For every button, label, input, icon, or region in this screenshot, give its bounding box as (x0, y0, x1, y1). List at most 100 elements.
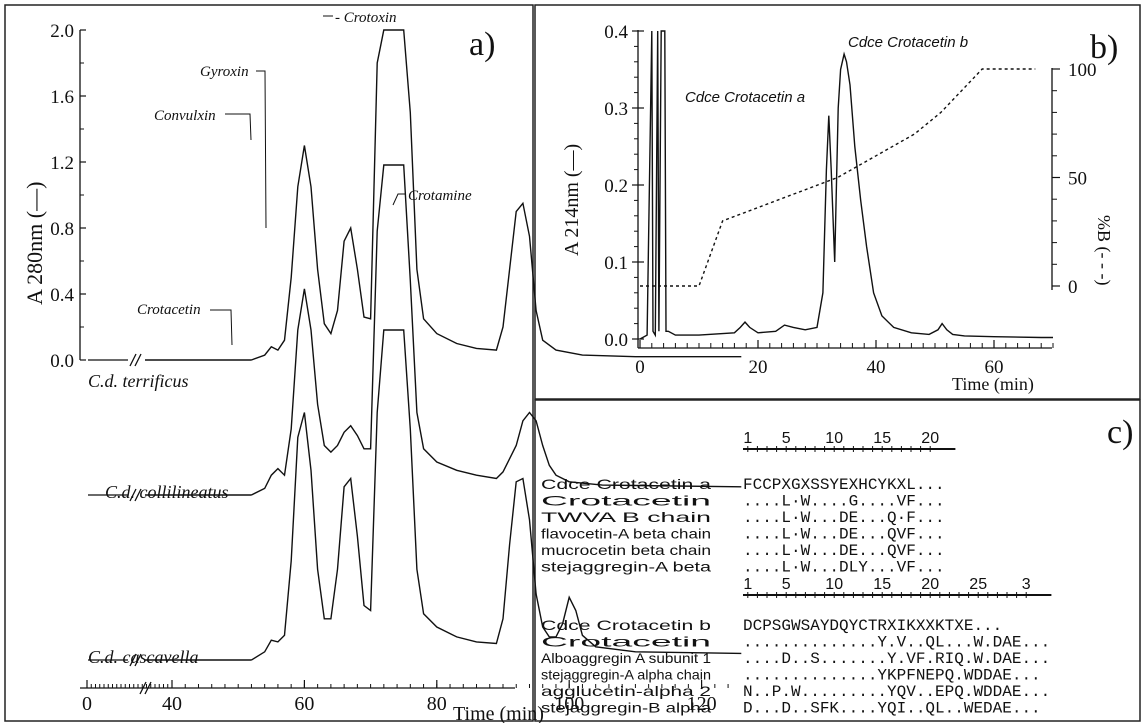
sequence-name: Cdce Crotacetin a (541, 476, 711, 492)
y-tick-label: 1.2 (50, 153, 74, 174)
chromatogram-trace (145, 164, 742, 496)
right-tick-label: 50 (1068, 169, 1087, 190)
ruler-label: 15 (873, 576, 891, 593)
annotation-gyroxin-leader (256, 70, 267, 229)
panel-a-x-ticks: 0 40 60 80 100 120 (82, 680, 729, 715)
annotation-crotacetin: Crotacetin (137, 302, 201, 318)
sequence-name: flavocetin-A beta chain (541, 526, 711, 542)
x-tick-label: 100 (554, 693, 584, 715)
x-tick-label: 40 (162, 693, 182, 715)
ruler-label: 20 (921, 430, 939, 447)
panel-c-alignment: c) 1 5 10 15 20 Cdce Crotacetin a FCCPXGXSSYE… (541, 414, 1133, 718)
panel-c-label: c) (1107, 414, 1133, 451)
panel-b-right-ticks: 0 50 100 (1052, 60, 1097, 298)
y-tick-label: 1.6 (50, 87, 74, 108)
x-axis-break (139, 681, 152, 695)
x-tick-label: 120 (687, 693, 717, 715)
sequence-residues: FCCPXGXSSYEXHCYKXL... (743, 476, 945, 494)
panel-b-chart: 0.0 0.1 0.2 0.3 0.4 0 50 100 0 20 40 60 A 214nm (… (561, 22, 1118, 395)
annotation-crotacetin-a: Cdce Crotacetin a (685, 89, 805, 106)
x-tick-label: 60 (294, 693, 314, 715)
sequence-residues: ....D..S.......Y.VF.RIQ.W.DAE... (743, 650, 1050, 668)
sequence-residues: ....L·W...DLY...VF... (743, 559, 945, 577)
panel-b-right-label: %B (- - -) (1093, 215, 1114, 285)
chromatogram-trace (145, 29, 742, 361)
y-tick-label: 0.0 (50, 351, 74, 372)
sequence-name: stejaggregin-A alpha chain (541, 667, 711, 683)
panel-a-frame (4, 4, 534, 722)
y-tick-label: 0.4 (604, 22, 628, 43)
panel-a-traces (88, 29, 742, 667)
panel-b-frame (534, 4, 1141, 400)
alignment-block-2: Cdce Crotacetin b DCPSGWSAYDQYCTRXIKXXKTX… (541, 617, 1050, 718)
y-tick-label: 0.2 (604, 176, 628, 197)
ruler-label: 20 (921, 576, 939, 593)
ruler-label: 1 (743, 576, 752, 593)
axis-break (129, 353, 142, 367)
y-tick-label: 0.8 (50, 219, 74, 240)
alignment-ruler-2: 1 5 10 15 20 25 3 (743, 576, 1052, 598)
sequence-residues: N..P.W.........YQV..EPQ.WDDAE... (743, 683, 1050, 701)
annotation-crotacetin-leader (210, 309, 233, 346)
panel-b-traces (639, 30, 1053, 340)
panel-a-y-label: A 280nm (—) (22, 182, 47, 305)
sequence-name: Crotacetin (541, 493, 711, 509)
axis-break (129, 653, 142, 667)
axis-break (129, 488, 142, 502)
sequence-name: stejaggregin-A beta (541, 559, 711, 575)
panel-b-x-label: Time (min) (952, 374, 1034, 395)
annotation-crotamine: Crotamine (408, 188, 472, 204)
trace-label-collilineatus: C.d. collilineatus (105, 482, 229, 502)
a214-trace (639, 30, 1053, 340)
percent-b-trace (640, 68, 1036, 287)
panel-a-label: a) (469, 26, 495, 63)
y-tick-label: 0.1 (604, 253, 628, 274)
ruler-label: 25 (969, 576, 987, 593)
x-tick-label: 0 (82, 693, 92, 715)
ruler-label: 5 (782, 430, 791, 447)
right-tick-label: 100 (1068, 60, 1097, 81)
ruler-label: 1 (743, 430, 752, 447)
y-tick-label: 0.0 (604, 330, 628, 351)
alignment-ruler-1: 1 5 10 15 20 (743, 430, 956, 452)
ruler-label: 10 (825, 576, 843, 593)
y-tick-label: 0.3 (604, 99, 628, 120)
sequence-residues: DCPSGWSAYDQYCTRXIKXXKTXE... (743, 617, 1002, 635)
right-tick-label: 0 (1068, 277, 1078, 298)
x-tick-label: 0 (635, 357, 645, 378)
ruler-label: 10 (825, 430, 843, 447)
panel-a-chart: 0.0 0.4 0.8 1.2 1.6 2.0 A 280nm (—) 0 40 60 80 10… (22, 10, 742, 723)
trace-label-cascavella: C.d. cascavella (88, 647, 198, 667)
panel-a-y-ticks: 0.0 0.4 0.8 1.2 1.6 2.0 (50, 21, 86, 372)
panel-c-frame (534, 399, 1141, 722)
y-tick-label: 2.0 (50, 21, 74, 42)
sequence-name: mucrocetin beta chain (541, 542, 711, 558)
x-tick-label: 40 (867, 357, 886, 378)
panel-b-label: b) (1090, 29, 1118, 66)
annotation-convulxin: Convulxin (154, 108, 216, 124)
x-tick-label: 60 (985, 357, 1004, 378)
chromatogram-trace (145, 329, 742, 661)
annotation-crotoxin: - Crotoxin (335, 10, 397, 26)
panel-b-y-label: A 214nm (—) (561, 144, 583, 256)
sequence-residues: ....L·W....G....VF... (743, 493, 945, 511)
sequence-residues: ..............Y.V..QL...W.DAE... (743, 634, 1050, 652)
sequence-name: Alboaggregin A subunit 1 (541, 650, 711, 666)
sequence-name: TWVA B chain (541, 509, 711, 525)
sequence-name: stejaggregin-B alpha (541, 700, 711, 716)
annotation-crotacetin-b: Cdce Crotacetin b (848, 34, 968, 51)
annotation-crotamine-leader (392, 193, 406, 206)
x-tick-label: 20 (749, 357, 768, 378)
x-tick-label: 80 (427, 693, 447, 715)
panel-b-y-ticks: 0.0 0.1 0.2 0.3 0.4 (604, 22, 644, 351)
sequence-residues: ....L·W...DE...Q·F... (743, 509, 945, 527)
sequence-residues: ..............YKPFNEPQ.WDDAE... (743, 667, 1041, 685)
annotation-gyroxin: Gyroxin (200, 64, 249, 80)
annotation-convulxin-leader (225, 113, 252, 141)
sequence-name: Crotacetin (541, 634, 711, 650)
sequence-residues: ....L·W...DE...QVF... (743, 542, 945, 560)
ruler-label: 15 (873, 430, 891, 447)
sequence-name: Cdce Crotacetin b (541, 617, 711, 633)
sequence-residues: ....L·W...DE...QVF... (743, 526, 945, 544)
